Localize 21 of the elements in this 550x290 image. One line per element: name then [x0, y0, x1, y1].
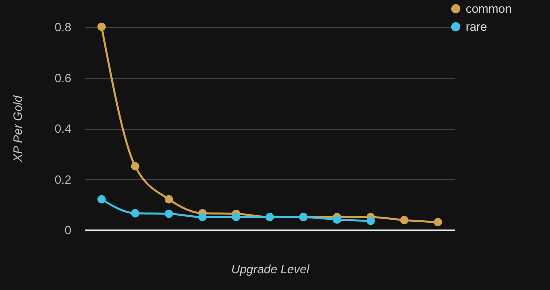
- y-tick-label: 0.8: [54, 20, 72, 34]
- y-tick-label: 0: [64, 224, 72, 238]
- legend-label: common: [466, 2, 512, 16]
- x-axis-title: Upgrade Level: [231, 262, 310, 276]
- point: [366, 216, 376, 226]
- point: [131, 162, 140, 171]
- y-tick-label: 0.2: [54, 172, 72, 187]
- legend-label: rare: [466, 20, 488, 34]
- y-axis-title: XP Per Gold: [10, 96, 25, 164]
- point: [232, 213, 241, 222]
- y-tick-label: 0.4: [54, 122, 72, 136]
- point: [164, 210, 174, 218]
- point: [198, 213, 207, 222]
- point: [400, 216, 409, 225]
- point: [98, 195, 106, 204]
- point: [131, 209, 140, 218]
- point: [164, 195, 174, 204]
- y-tick-label: 0.6: [54, 71, 72, 86]
- point: [98, 22, 106, 32]
- point: [333, 216, 342, 224]
- point: [434, 218, 442, 227]
